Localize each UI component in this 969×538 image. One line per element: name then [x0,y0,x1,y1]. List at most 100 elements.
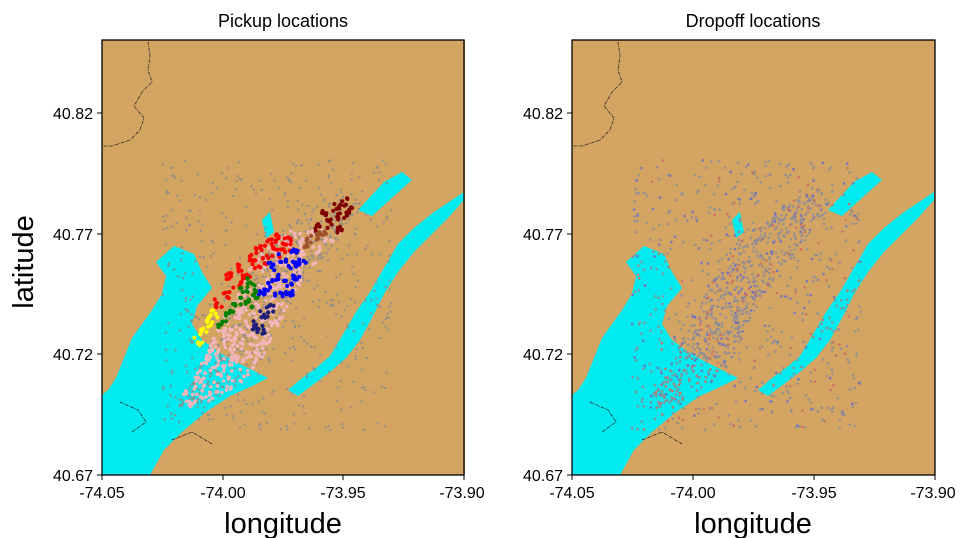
cluster-point [320,232,325,237]
dropoff-point [634,390,638,394]
pickup-point [256,305,260,310]
dropoff-point [805,293,809,296]
dropoff-point [807,300,811,303]
dropoff-point [664,260,667,263]
dropoff-point [736,299,740,303]
cluster-point [213,311,218,316]
pickup-point [296,235,300,238]
dropoff-point [725,352,729,356]
cluster-point [272,268,277,273]
pickup-point [195,376,200,381]
pickup-point [352,380,355,384]
dropoff-point [782,223,785,226]
dropoff-point [757,263,761,267]
pickup-point [236,375,240,378]
dropoff-point [633,290,637,294]
dropoff-point [801,409,804,412]
pickup-point [370,312,373,315]
dropoff-point [751,221,755,225]
dropoff-point [756,176,759,179]
dropoff-point [633,253,637,257]
dropoff-point [643,364,646,368]
cluster-point [254,322,259,327]
pickup-point [206,382,209,386]
dropoff-point [834,253,838,256]
pickup-point [386,312,389,315]
dropoff-point [707,370,710,374]
pickup-point [376,166,379,170]
pickup-point [262,339,267,344]
dropoff-point [724,226,728,229]
pickup-point [235,188,238,191]
pickup-point [255,347,260,352]
cluster-point [336,204,341,209]
dropoff-point [693,298,696,302]
dropoff-point [813,253,817,257]
pickup-point [201,411,204,415]
dropoff-point [724,292,728,296]
dropoff-point [744,399,747,403]
pickup-point [193,399,198,403]
dropoff-point [704,380,707,383]
dropoff-point [690,365,694,368]
pickup-point [276,293,280,297]
dropoff-point [723,277,726,280]
dropoff-point [831,346,834,350]
pickup-point [360,368,363,371]
pickup-point [283,263,288,268]
cluster-point [303,260,308,265]
dropoff-point [816,253,819,257]
dropoff-point [717,179,721,183]
dropoff-point [784,213,788,217]
dropoff-point [677,399,681,403]
dropoff-point [703,295,706,299]
dropoff-point [712,193,716,196]
dropoff-point [631,293,635,297]
dropoff-point [769,394,773,397]
dropoff-point [728,222,732,226]
dropoff-point [692,352,696,356]
pickup-point [312,208,315,211]
dropoff-point [789,376,793,380]
dropoff-point [799,223,803,226]
pickup-point [318,353,322,357]
dropoff-point [657,252,661,256]
dropoff-point [729,170,733,174]
ytick-label: 40.67 [53,468,93,485]
pickup-point [259,349,262,352]
cluster-point [282,236,287,241]
pickup-point [385,181,389,185]
dropoff-point [820,191,823,195]
dropoff-point [664,426,667,429]
dropoff-point [745,345,749,349]
pickup-point [347,365,350,368]
cluster-point [248,280,253,285]
dropoff-point [680,372,684,376]
pickup-point [215,372,220,377]
dropoff-point [720,363,723,367]
dropoff-point [831,384,835,387]
dropoff-point [741,330,744,333]
pickup-point [272,389,275,392]
dropoff-point [660,383,663,386]
dropoff-point [766,353,770,357]
dropoff-point [725,212,729,216]
dropoff-point [673,372,677,376]
dropoff-point [814,275,817,279]
pickup-point [265,421,269,424]
dropoff-point [739,273,743,277]
dropoff-point [687,302,691,305]
pickup-point [270,271,275,276]
dropoff-point [677,368,681,372]
water-area [262,212,274,238]
pickup-point [228,327,232,331]
pickup-point [228,346,232,351]
dropoff-point [700,261,703,265]
dropoff-point [668,174,672,178]
dropoff-point [821,318,825,322]
coastline [171,431,213,445]
dropoff-point [657,325,660,328]
cluster-point [260,331,265,336]
dropoff-point [770,263,773,266]
dropoff-point [844,218,848,221]
